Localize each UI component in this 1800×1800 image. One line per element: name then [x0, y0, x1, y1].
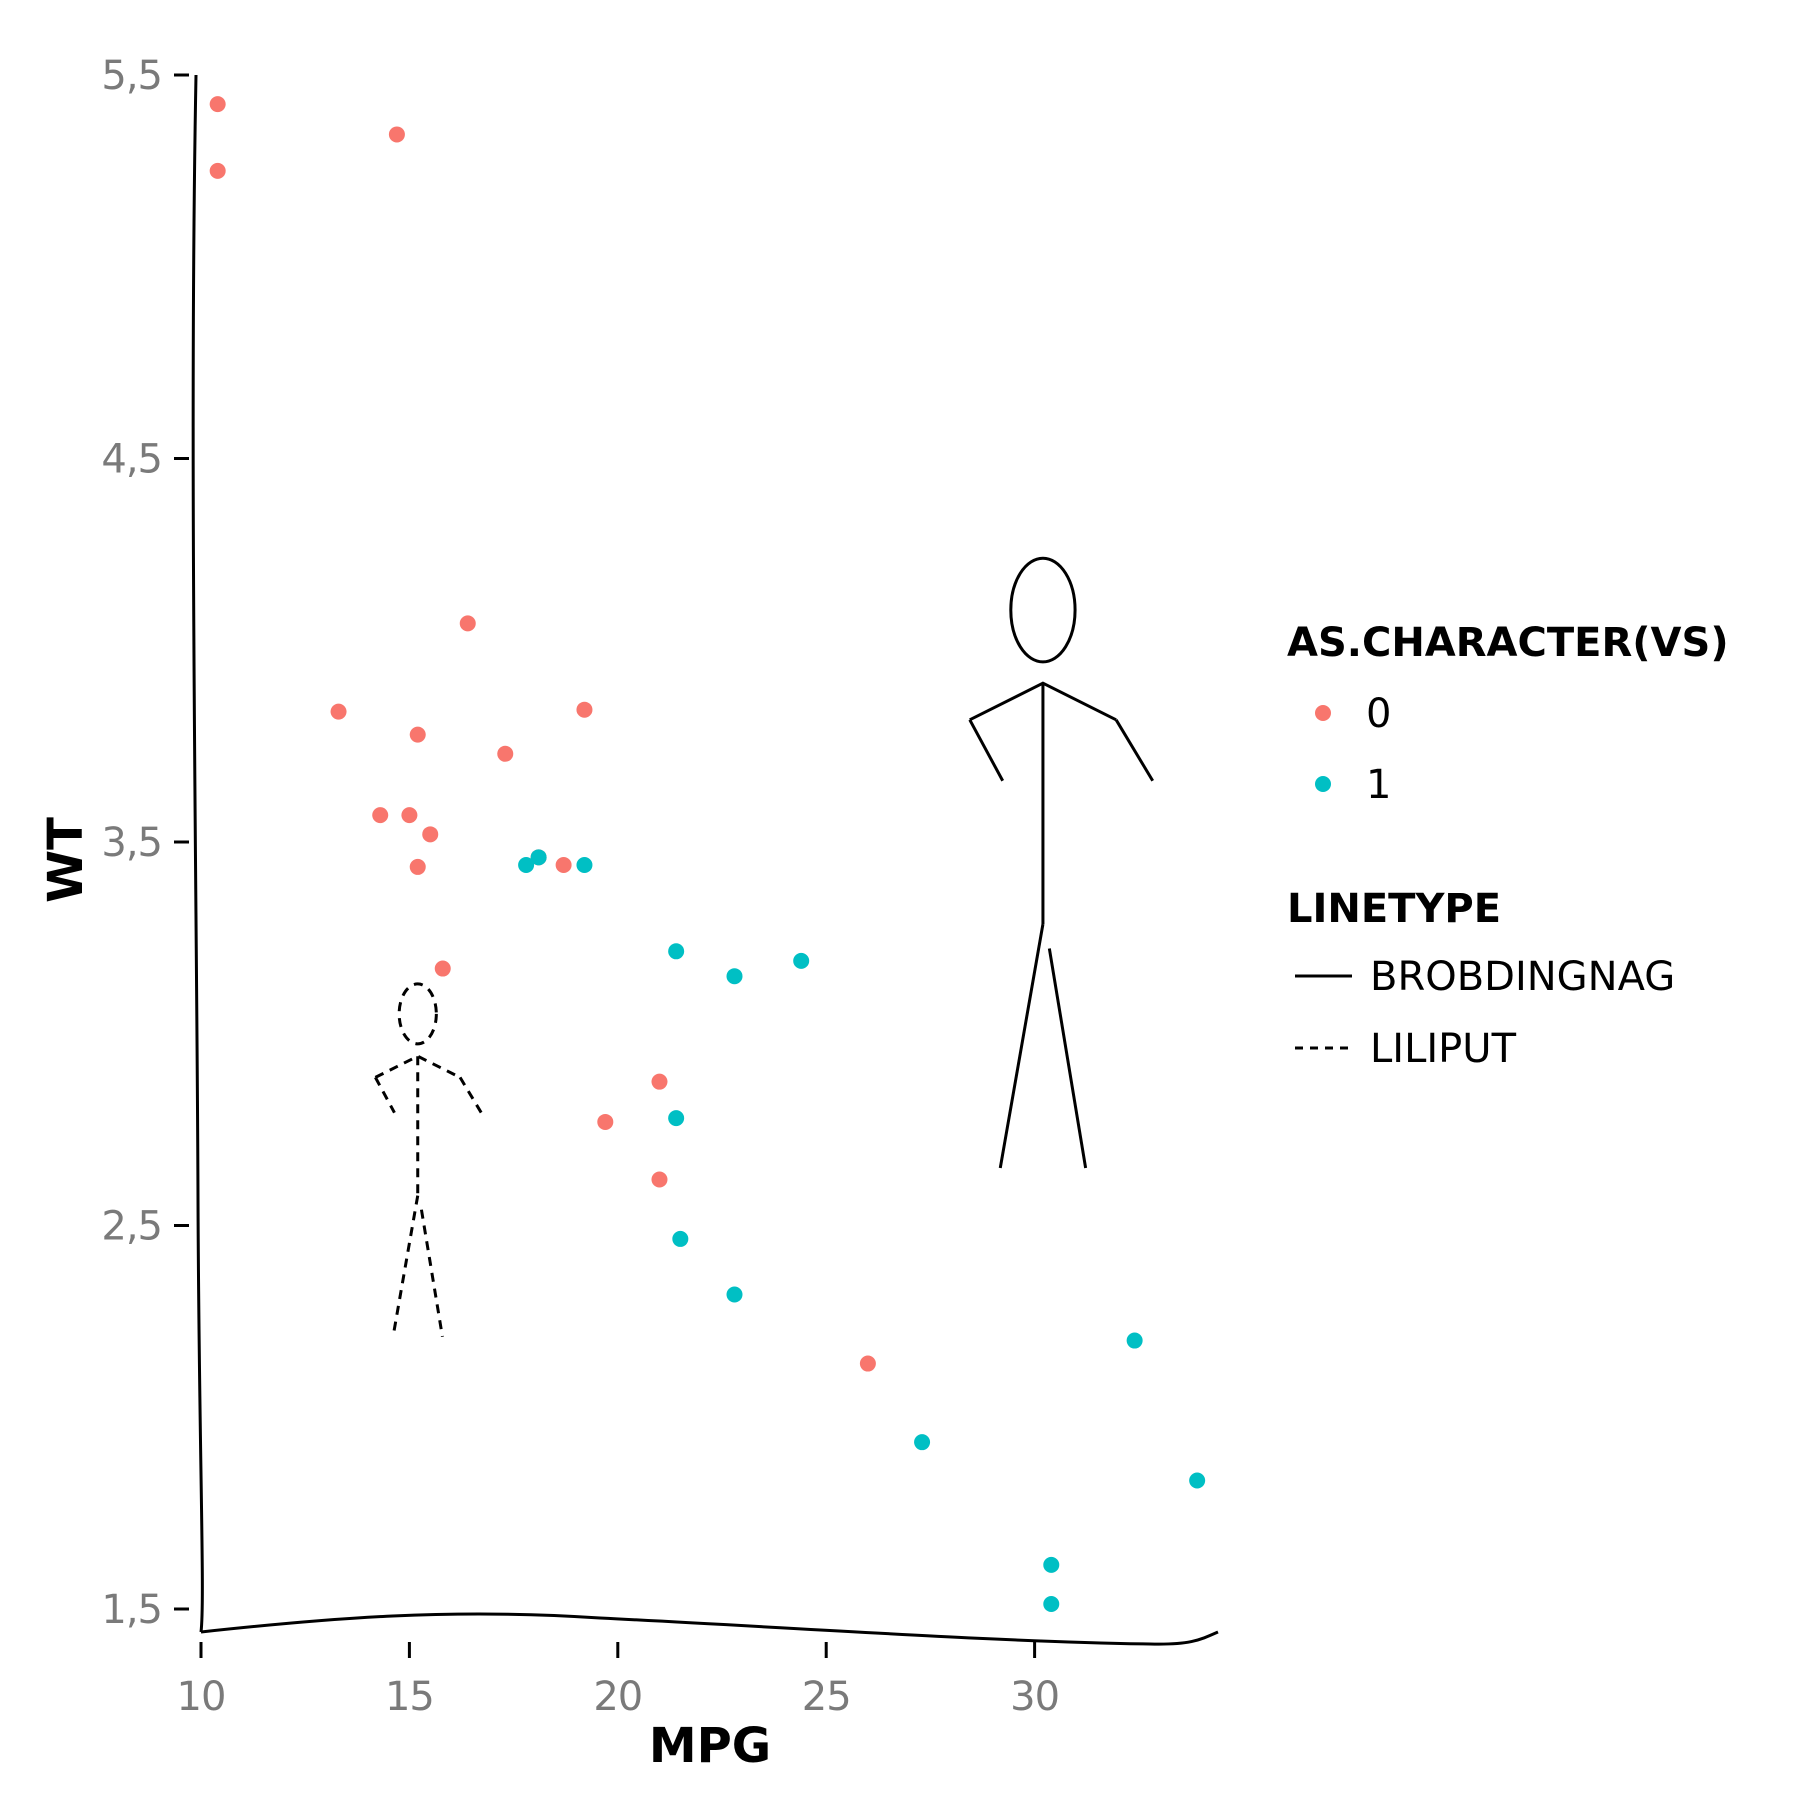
- stick-figures: [374, 556, 1154, 1337]
- data-point-vs-0: [597, 1113, 614, 1130]
- data-point-vs-0: [388, 126, 405, 143]
- data-point-vs-1: [518, 857, 535, 874]
- data-point-vs-1: [726, 1286, 743, 1303]
- legend-key-1: [1315, 776, 1331, 792]
- data-point-vs-0: [401, 807, 418, 824]
- stick-figure-head: [1009, 556, 1077, 664]
- axes: [191, 74, 1219, 1646]
- x-tick-label: 15: [385, 1674, 434, 1720]
- color-legend-entry-1: 1: [1315, 762, 1391, 808]
- data-point-vs-0: [330, 703, 347, 720]
- color-legend-entry-0: 0: [1315, 691, 1391, 737]
- linetype-legend-title: LINETYPE: [1287, 886, 1501, 932]
- linetype-legend-entry-liliput: LILIPUT: [1295, 1026, 1517, 1072]
- x-tick-label: 10: [177, 1674, 226, 1720]
- stick-figure-right-arm: [1114, 719, 1154, 782]
- data-point-vs-0: [209, 162, 226, 179]
- data-point-vs-0: [209, 96, 226, 113]
- legend-label-0: 0: [1366, 691, 1391, 737]
- y-tick-label: 1,5: [101, 1587, 162, 1633]
- data-point-vs-1: [1189, 1472, 1206, 1489]
- data-point-vs-1: [1126, 1332, 1143, 1349]
- x-tick-label: 20: [593, 1674, 642, 1720]
- legend-label-brobdingnag: BROBDINGNAG: [1370, 954, 1675, 1000]
- data-point-vs-0: [409, 726, 426, 743]
- data-point-vs-0: [409, 858, 426, 875]
- legend: AS.CHARACTER(VS) 0 1 LINETYPE BROBDINGNA…: [1287, 620, 1729, 1072]
- data-point-vs-1: [793, 952, 810, 969]
- data-point-vs-1: [576, 857, 593, 874]
- stick-figure-dashed: [374, 982, 483, 1337]
- y-tick-label: 4,5: [101, 436, 162, 482]
- data-point-vs-1: [530, 849, 547, 866]
- data-points: [209, 96, 1206, 1613]
- x-axis-title: MPG: [649, 1718, 771, 1774]
- stick-figure-left-arm: [374, 1076, 396, 1114]
- data-point-vs-0: [497, 745, 514, 762]
- data-point-vs-0: [859, 1355, 876, 1372]
- x-axis-line: [200, 1612, 1219, 1646]
- data-point-vs-1: [672, 1230, 689, 1247]
- x-tick-label: 30: [1010, 1674, 1059, 1720]
- stick-figure-right-arm: [458, 1076, 483, 1114]
- data-point-vs-1: [668, 943, 685, 960]
- y-tick-label: 2,5: [101, 1203, 162, 1249]
- stick-figure-right-leg: [1047, 948, 1088, 1169]
- data-point-vs-0: [459, 615, 476, 632]
- data-point-vs-0: [434, 960, 451, 977]
- data-point-vs-0: [372, 807, 389, 824]
- color-legend-title: AS.CHARACTER(VS): [1287, 620, 1729, 666]
- y-axis-line: [191, 74, 204, 1633]
- y-tick-label: 5,5: [101, 53, 162, 99]
- stick-figure-left-arm: [968, 719, 1005, 782]
- stick-figure-solid: [968, 556, 1154, 1169]
- data-point-vs-0: [651, 1171, 668, 1188]
- legend-label-liliput: LILIPUT: [1370, 1026, 1517, 1072]
- x-tick-label: 25: [802, 1674, 851, 1720]
- data-point-vs-0: [555, 857, 572, 874]
- stick-figure-head: [397, 982, 438, 1046]
- data-point-vs-1: [726, 968, 743, 985]
- ticks: 1,5 2,5 3,5 4,5 5,5 10 15 20 25 30: [101, 53, 1060, 1720]
- data-point-vs-1: [914, 1434, 931, 1451]
- legend-label-1: 1: [1366, 762, 1391, 808]
- legend-key-0: [1315, 705, 1331, 721]
- data-point-vs-1: [1043, 1556, 1060, 1573]
- data-point-vs-0: [422, 826, 439, 843]
- data-point-vs-1: [668, 1110, 685, 1127]
- stick-figure-left-leg: [998, 923, 1045, 1169]
- stick-figure-left-leg: [391, 1195, 420, 1337]
- stick-figure-right-leg: [419, 1209, 444, 1337]
- y-axis-title: WT: [38, 817, 94, 903]
- y-tick-label: 3,5: [101, 820, 162, 866]
- stick-figure-shoulders: [969, 681, 1117, 722]
- data-point-vs-0: [576, 701, 593, 718]
- data-point-vs-1: [1043, 1596, 1060, 1613]
- linetype-legend-entry-brobdingnag: BROBDINGNAG: [1295, 954, 1675, 1000]
- data-point-vs-0: [651, 1073, 668, 1090]
